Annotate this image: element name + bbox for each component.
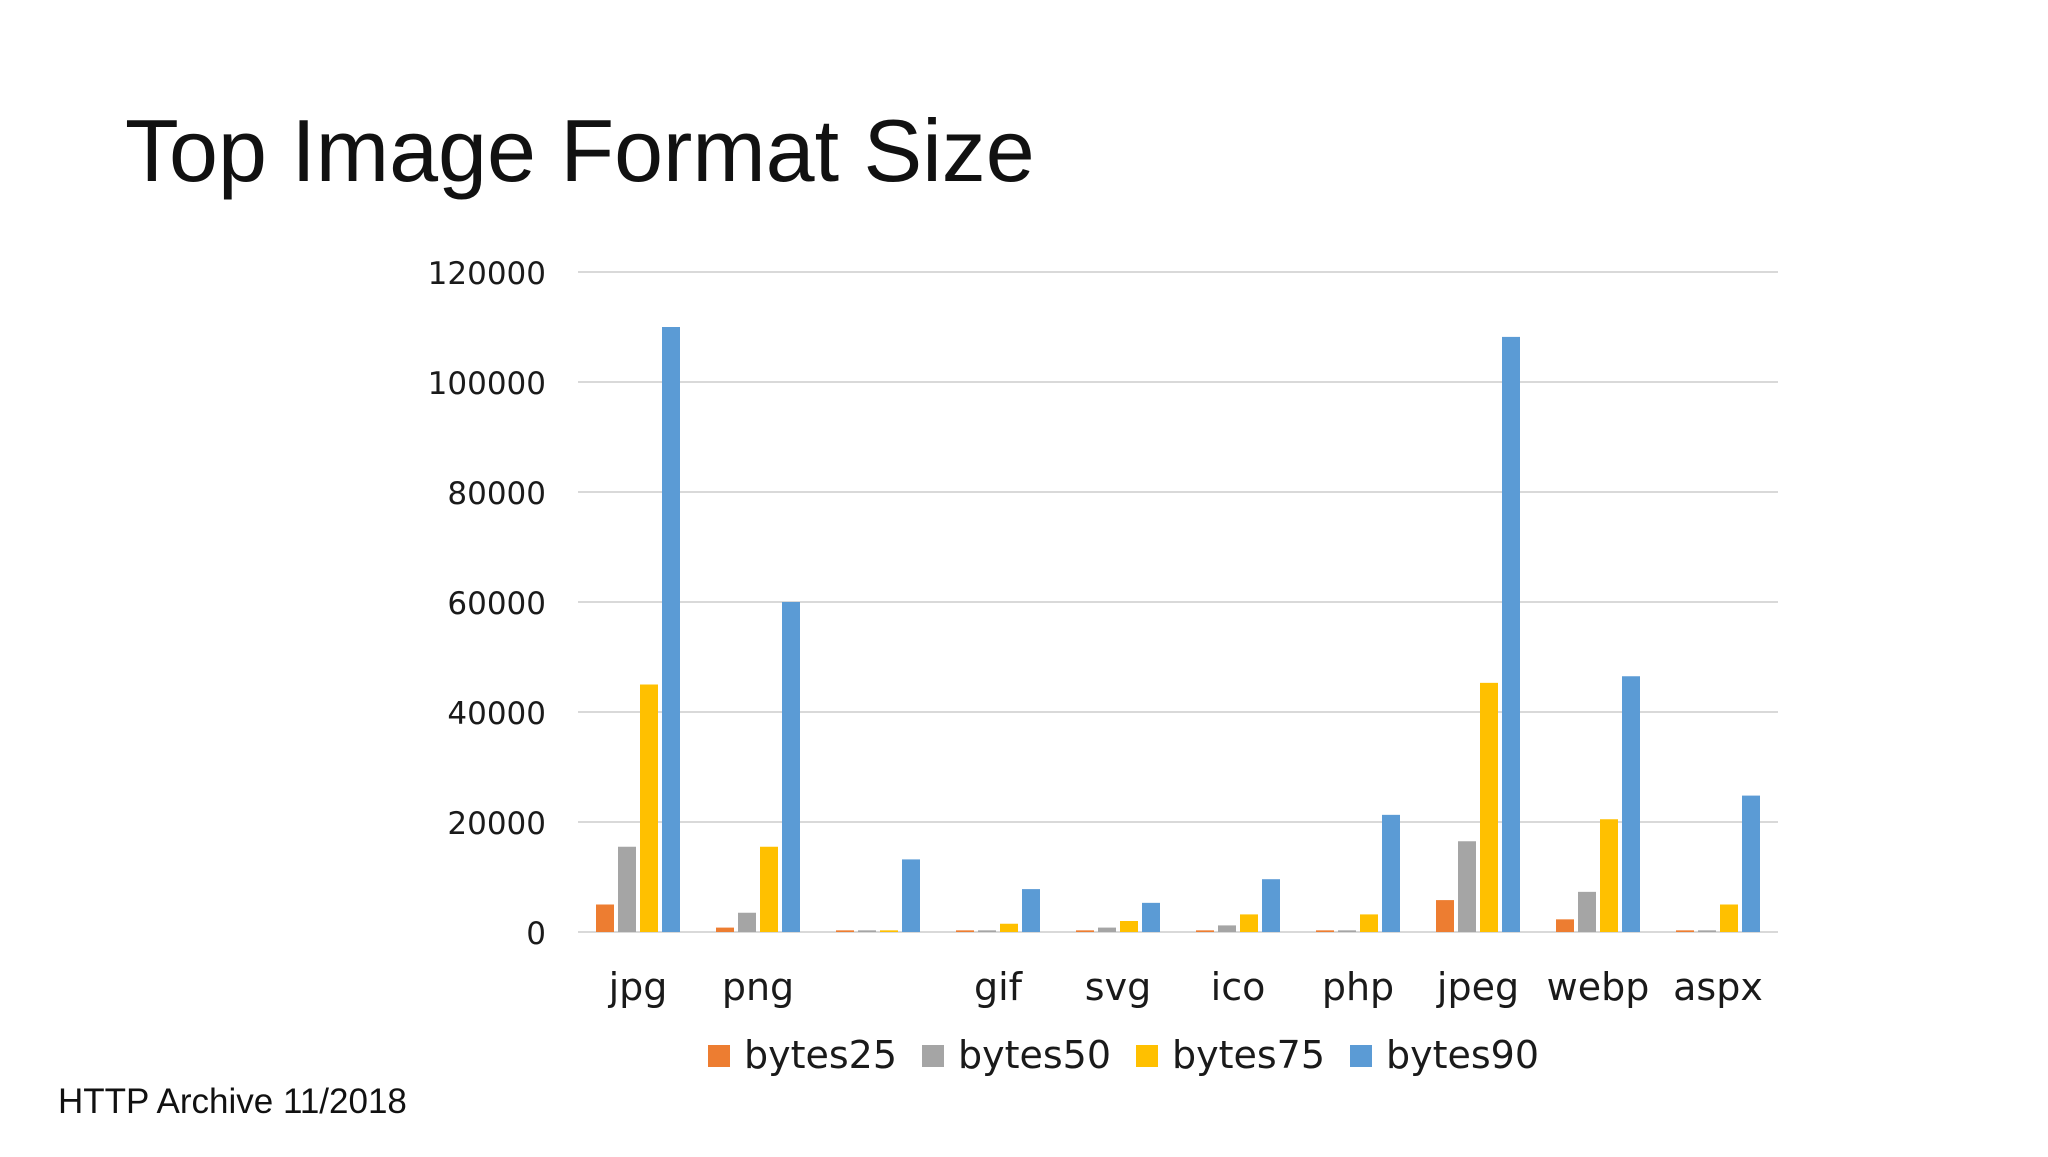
legend-swatch-bytes25	[708, 1045, 730, 1067]
bar-bytes90-aspx	[1742, 795, 1760, 932]
bar-bytes90-webp	[1622, 676, 1640, 932]
bar-bytes25-aspx	[1676, 930, 1694, 932]
x-tick-label: php	[1322, 965, 1394, 1009]
legend: bytes25 bytes50 bytes75 bytes90	[708, 1033, 1539, 1077]
bar-bytes25-unlabeled	[836, 930, 854, 932]
bar-bytes50-svg	[1098, 927, 1116, 932]
bar-bytes90-gif	[1022, 889, 1040, 932]
bar-bytes75-jpeg	[1480, 682, 1498, 932]
legend-label-bytes75: bytes75	[1172, 1033, 1325, 1077]
bar-bytes25-png	[716, 927, 734, 932]
bar-bytes50-jpg	[618, 846, 636, 932]
bar-bytes25-ico	[1196, 930, 1214, 932]
legend-label-bytes25: bytes25	[744, 1033, 897, 1077]
bar-bytes50-php	[1338, 930, 1356, 932]
bar-bytes90-svg	[1142, 902, 1160, 932]
legend-swatch-bytes50	[922, 1045, 944, 1067]
bar-bytes25-svg	[1076, 930, 1094, 932]
bar-bytes25-jpeg	[1436, 900, 1454, 932]
y-tick-label: 20000	[447, 806, 546, 842]
bar-bytes90-ico	[1262, 879, 1280, 932]
bar-bytes75-webp	[1600, 819, 1618, 932]
legend-label-bytes90: bytes90	[1386, 1033, 1539, 1077]
y-tick-label: 100000	[428, 366, 546, 402]
bar-bytes90-png	[782, 602, 800, 932]
legend-swatch-bytes90	[1350, 1045, 1372, 1067]
bar-bytes75-jpg	[640, 684, 658, 932]
bar-bytes25-php	[1316, 930, 1334, 932]
y-tick-label: 80000	[447, 476, 546, 512]
y-tick-label: 0	[526, 916, 546, 952]
bar-bytes50-unlabeled	[858, 930, 876, 932]
bar-bytes50-webp	[1578, 891, 1596, 932]
bar-bytes75-svg	[1120, 921, 1138, 932]
bar-bytes75-png	[760, 846, 778, 932]
bar-bytes50-jpeg	[1458, 841, 1476, 932]
bar-bytes50-gif	[978, 930, 996, 932]
legend-swatch-bytes75	[1136, 1045, 1158, 1067]
bar-bytes50-aspx	[1698, 930, 1716, 932]
bar-bytes90-php	[1382, 814, 1400, 932]
bar-bytes75-gif	[1000, 923, 1018, 932]
bar-bytes90-jpeg	[1502, 336, 1520, 932]
x-tick-label: jpg	[608, 965, 668, 1009]
bar-bytes25-gif	[956, 930, 974, 932]
y-axis-ticks: 0 20000 40000 60000 80000 100000 120000	[428, 256, 546, 952]
x-tick-label: jpeg	[1436, 965, 1519, 1009]
slide-title: Top Image Format Size	[125, 101, 1035, 200]
x-tick-label: png	[722, 965, 794, 1009]
bars	[596, 327, 1760, 932]
x-tick-label: gif	[974, 965, 1024, 1009]
x-tick-label: aspx	[1673, 965, 1763, 1009]
bar-bytes50-ico	[1218, 925, 1236, 932]
y-tick-label: 40000	[447, 696, 546, 732]
bar-bytes50-png	[738, 912, 756, 932]
x-tick-label: ico	[1211, 965, 1266, 1009]
x-tick-label: webp	[1547, 965, 1650, 1009]
legend-label-bytes50: bytes50	[958, 1033, 1111, 1077]
bar-bytes75-php	[1360, 914, 1378, 932]
x-axis-ticks: jpg png gif svg ico php jpeg webp aspx	[608, 965, 1763, 1009]
gridlines	[578, 271, 1778, 933]
bar-bytes25-jpg	[596, 904, 614, 932]
y-tick-label: 60000	[447, 586, 546, 622]
x-tick-label: svg	[1085, 965, 1151, 1009]
bar-bytes75-unlabeled	[880, 930, 898, 932]
bar-bytes75-ico	[1240, 914, 1258, 932]
bar-bytes90-unlabeled	[902, 859, 920, 932]
bar-bytes75-aspx	[1720, 904, 1738, 932]
y-tick-label: 120000	[428, 256, 546, 292]
source-footnote: HTTP Archive 11/2018	[58, 1082, 407, 1121]
bar-bytes25-webp	[1556, 919, 1574, 932]
bar-bytes90-jpg	[662, 327, 680, 932]
